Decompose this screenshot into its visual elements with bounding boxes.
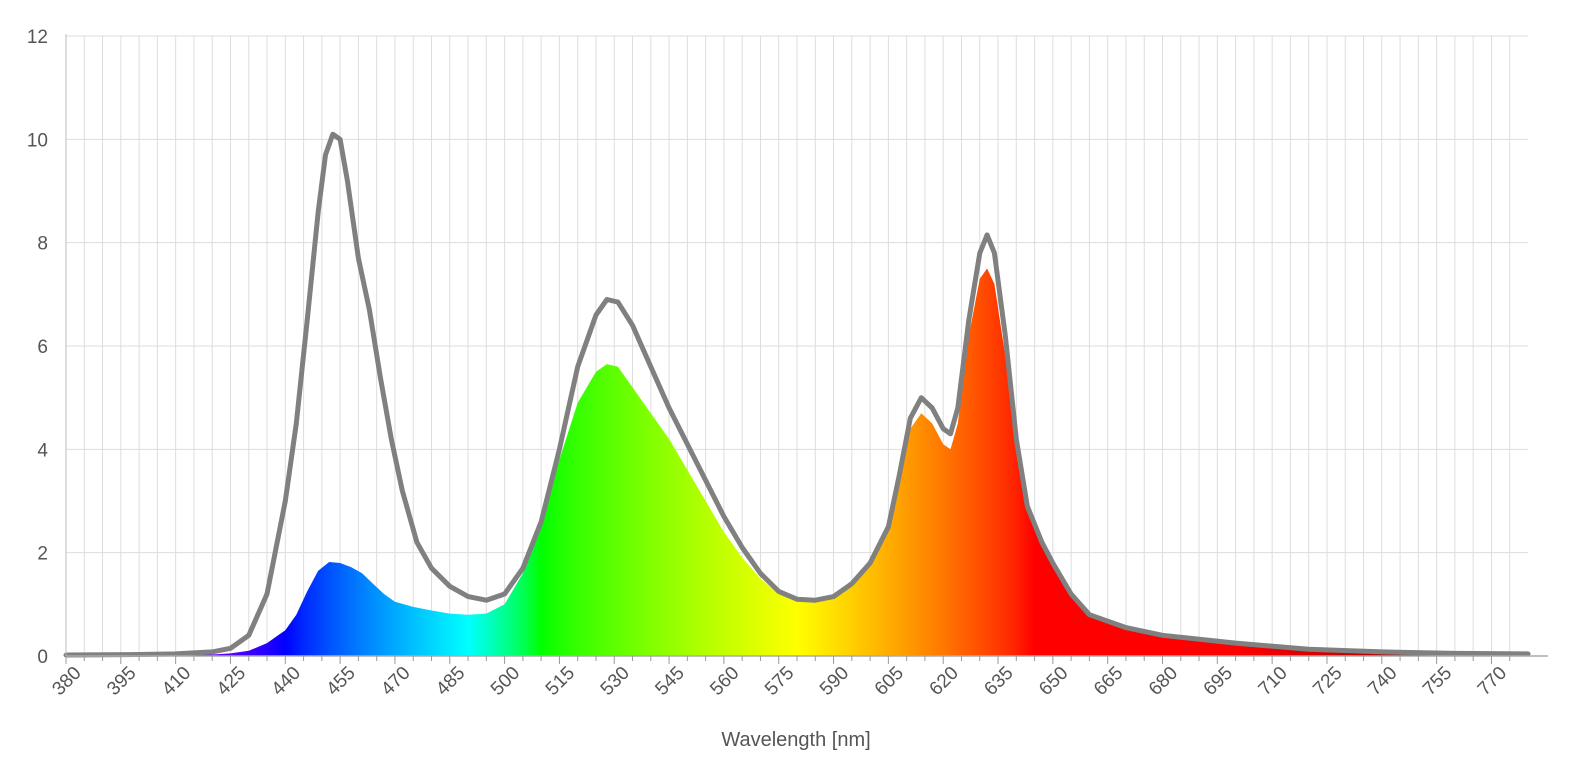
x-tick-label: 560 [706, 663, 743, 700]
x-tick-label: 740 [1364, 663, 1401, 700]
y-tick-label: 8 [37, 234, 48, 255]
x-tick-label: 455 [323, 663, 360, 700]
x-tick-label: 590 [816, 663, 853, 700]
x-tick-label: 380 [48, 663, 85, 700]
x-tick-label: 770 [1474, 663, 1511, 700]
x-tick-label: 470 [377, 663, 414, 700]
x-tick-label: 545 [651, 663, 688, 700]
spectrum-line-layer [63, 131, 1531, 658]
x-tick-label: 680 [1145, 663, 1182, 700]
y-tick-label: 6 [37, 337, 48, 358]
y-tick-label: 4 [37, 440, 48, 461]
x-tick-label: 620 [926, 663, 963, 700]
y-tick-label: 2 [37, 544, 48, 565]
x-tick-label: 485 [432, 663, 469, 700]
x-tick-label: 440 [268, 663, 305, 700]
x-tick-label: 605 [871, 663, 908, 700]
x-tick-label: 530 [597, 663, 634, 700]
x-tick-label: 665 [1090, 663, 1127, 700]
x-tick-labels: 380 395 410 425 440 455 470 485 500 515 530 545 560 5… [48, 663, 1511, 700]
x-tick-label: 515 [542, 663, 579, 700]
total-spectrum-line [63, 131, 1531, 658]
grid-lines [65, 35, 1528, 657]
x-axis-title: Wavelength [nm] [721, 729, 870, 751]
x-tick-label: 410 [158, 663, 195, 700]
x-tick-label: 500 [487, 663, 524, 700]
y-tick-label: 10 [27, 130, 48, 151]
x-tick-label: 650 [1035, 663, 1072, 700]
x-tick-label: 695 [1200, 663, 1237, 700]
x-tick-label: 575 [761, 663, 798, 700]
x-tick-label: 395 [103, 663, 140, 700]
y-tick-label: 0 [37, 647, 48, 668]
x-tick-label: 425 [213, 663, 250, 700]
y-tick-labels: 0 2 4 6 8 10 12 [27, 27, 49, 668]
x-tick-label: 635 [980, 663, 1017, 700]
x-tick-label: 755 [1419, 663, 1456, 700]
axes [65, 34, 1548, 664]
x-tick-label: 710 [1255, 663, 1292, 700]
y-tick-label: 12 [27, 27, 48, 48]
x-tick-label: 725 [1309, 663, 1346, 700]
